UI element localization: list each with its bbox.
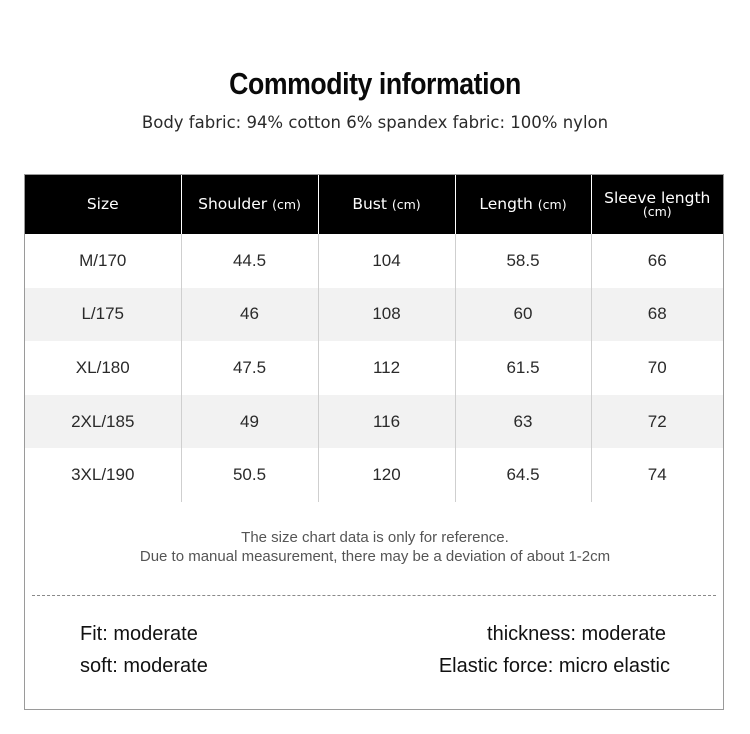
size-chart-frame: Size Shoulder (cm) Bust (cm) Length (cm)… [24, 174, 724, 710]
table-row: XL/180 47.5 112 61.5 70 [25, 341, 723, 395]
table-cell-size: M/170 [25, 234, 181, 288]
table-cell-sleeve-length: 72 [590, 394, 723, 449]
table-header-row: Size Shoulder (cm) Bust (cm) Length (cm)… [25, 175, 723, 234]
table-cell-length: 63 [454, 394, 591, 449]
table-cell-size: L/175 [25, 287, 181, 342]
table-row: M/170 44.5 104 58.5 66 [25, 234, 723, 288]
table-cell-size: 3XL/190 [25, 448, 181, 502]
column-header-unit: (cm) [391, 196, 421, 212]
table-cell-bust: 120 [317, 448, 455, 502]
table-row: 3XL/190 50.5 120 64.5 74 [25, 448, 723, 502]
column-header-unit: (cm) [272, 196, 301, 212]
elasticity-attribute: Elastic force: micro elastic [438, 655, 670, 677]
table-cell-length: 60 [454, 287, 591, 342]
table-cell-length: 61.5 [454, 341, 591, 395]
column-header-unit: (cm) [642, 203, 672, 219]
table-cell-sleeve-length: 74 [590, 448, 723, 502]
dashed-divider [32, 595, 716, 596]
column-header-length: Length (cm) [454, 175, 591, 234]
size-table: Size Shoulder (cm) Bust (cm) Length (cm)… [25, 175, 723, 502]
table-cell-size: 2XL/185 [25, 394, 181, 449]
table-cell-shoulder: 49 [180, 394, 318, 449]
table-row: 2XL/185 49 116 63 72 [25, 394, 723, 449]
page-title: Commodity information [229, 66, 521, 101]
size-chart-note: The size chart data is only for referenc… [0, 528, 750, 566]
column-header-label: Length [479, 194, 533, 213]
table-cell-size: XL/180 [25, 341, 181, 395]
note-line-reference: The size chart data is only for referenc… [241, 529, 509, 546]
thickness-attribute: thickness: moderate [487, 623, 666, 645]
table-cell-shoulder: 46 [180, 287, 318, 342]
softness-attribute: soft: moderate [80, 655, 208, 677]
column-header-sleeve-length: Sleeve length (cm) [590, 175, 723, 234]
fit-attribute: Fit: moderate [80, 623, 198, 645]
column-header-label: Shoulder [198, 194, 268, 213]
table-cell-shoulder: 47.5 [180, 341, 318, 395]
table-cell-shoulder: 50.5 [180, 448, 318, 502]
column-header-bust: Bust (cm) [317, 175, 455, 234]
table-cell-bust: 104 [317, 234, 455, 288]
column-header-size: Size [25, 175, 181, 234]
table-cell-bust: 112 [317, 341, 455, 395]
column-header-unit: (cm) [537, 196, 567, 212]
table-row: L/175 46 108 60 68 [25, 287, 723, 342]
column-header-shoulder: Shoulder (cm) [180, 175, 318, 234]
table-cell-sleeve-length: 70 [590, 341, 723, 395]
note-line-deviation: Due to manual measurement, there may be … [139, 548, 611, 565]
column-header-label: Sleeve length [604, 189, 711, 207]
table-cell-length: 58.5 [454, 234, 591, 288]
column-header-label: Size [86, 194, 119, 213]
table-cell-bust: 116 [317, 394, 455, 449]
table-cell-sleeve-length: 68 [590, 287, 723, 342]
table-cell-sleeve-length: 66 [590, 234, 723, 288]
table-cell-bust: 108 [317, 287, 455, 342]
column-header-label: Bust [352, 194, 387, 213]
table-cell-shoulder: 44.5 [180, 234, 318, 288]
table-cell-length: 64.5 [454, 448, 591, 502]
fabric-subtitle: Body fabric: 94% cotton 6% spandex fabri… [141, 113, 609, 132]
